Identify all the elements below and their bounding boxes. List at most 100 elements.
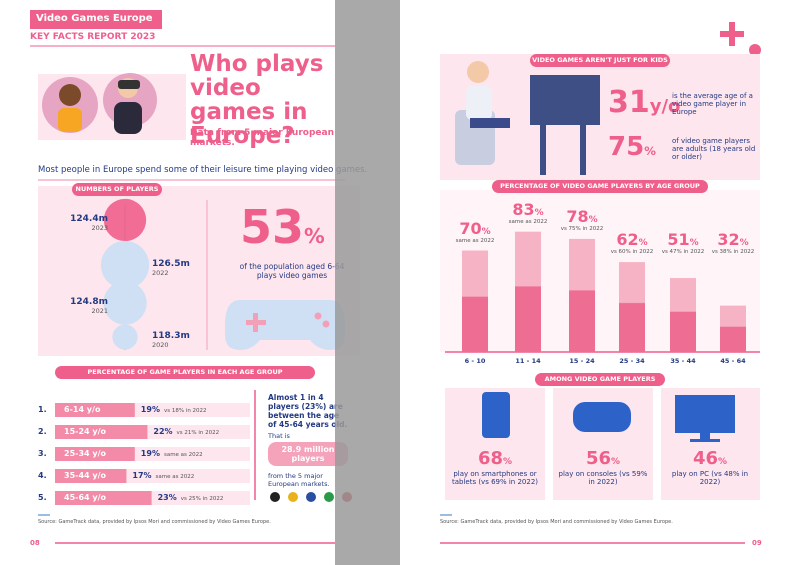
platform-value: 46% [670,448,750,469]
row-bar [55,425,148,439]
age-note: vs 47% in 2022 [661,249,705,255]
pc-stand [690,439,720,442]
age-unit: % [739,238,749,248]
platform-unit: % [718,457,728,467]
row-bar [55,403,135,417]
player-year: 2021 [91,307,108,315]
avatar-body [114,102,142,134]
page-number: 08 [30,539,40,547]
player-value: 126.5m [152,259,190,269]
age-note: same as 2022 [508,218,548,225]
age-note: vs 75% in 2022 [560,225,604,232]
age-unit: % [689,238,699,248]
row-index: 4. [38,471,47,480]
section-heading: VIDEO GAMES AREN'T JUST FOR KIDS [530,54,670,67]
platform-value: 56% [563,448,643,469]
age-bar [569,238,595,352]
age-unit: % [481,226,491,237]
age-number: 32 [717,230,740,249]
controller [225,300,345,350]
intro: Most people in Europe spend some of thei… [38,165,368,175]
platform-number: 56 [585,448,612,469]
row-value: 23% vs 25% in 2022 [158,493,224,502]
section-heading: NUMBERS OF PLAYERS [72,183,162,196]
player-year: 2023 [91,224,108,232]
gamer-body [466,86,492,120]
age-number: 62 [616,230,639,249]
callout-lead: That is [268,432,290,440]
row-unit: % [151,405,160,414]
monitor-stand [580,125,586,175]
age-bar [670,278,696,352]
age-label: 45 - 64 [720,357,746,365]
flag-de [270,492,280,502]
pc-stand [700,433,710,439]
row-label: 25-34 y/o [64,449,107,458]
row-note: vs 18% in 2022 [163,408,207,414]
row-label: 45-64 y/o [64,493,107,502]
row-note: vs 25% in 2022 [180,496,224,502]
adults-number: 75 [608,132,645,162]
platform-unit: % [503,457,513,467]
age-bar [515,231,541,352]
brand-tag [30,10,162,29]
platform-caption: play on smartphones or tablets (vs 69% i… [451,470,539,486]
phone-icon [482,392,510,438]
share-unit: % [304,224,325,248]
gamer-head [467,61,489,83]
callout-text: Almost 1 in 4 players (23%) are between … [268,393,348,429]
player-entry: 118.3m 2020 [152,331,220,349]
row-unit: % [164,427,173,436]
row-number: 22 [153,427,165,436]
age-label: 11 - 14 [515,357,541,365]
adults-unit: % [644,144,656,158]
dpad [253,313,258,332]
deco-plus [729,22,735,46]
player-entry: 124.4m 2023 [40,214,108,232]
gamer-illustration [455,61,600,175]
share-number: 53 [240,200,305,254]
age-label: 15 - 24 [569,357,595,365]
age-value: 78% [550,206,614,228]
row-bar [55,491,152,505]
age-unit: % [588,214,598,225]
age-label: 35 - 44 [670,357,696,365]
age-label: 25 - 34 [619,357,645,365]
pc-icon [675,395,735,433]
source: Source: GameTrack data, provided by Ipso… [38,519,271,525]
row-label: 6-14 y/o [64,405,101,414]
row-note: same as 2022 [155,474,195,480]
platform-number: 46 [692,448,719,469]
gamer-legs [470,118,510,128]
age-number: 78 [566,206,589,226]
row-index: 1. [38,405,47,414]
row-index: 5. [38,493,47,502]
button [322,320,330,328]
player-value: 118.3m [152,331,190,341]
avatar-head [59,84,81,106]
monitor [530,75,600,125]
age-note: vs 38% in 2022 [711,249,755,255]
player-circle [100,240,150,290]
avatar-body [58,108,82,132]
platform-value: 68% [455,448,535,469]
age-bar [619,262,645,352]
row-unit: % [143,471,152,480]
source: Source: GameTrack data, provided by Ipso… [440,519,673,525]
section-heading: PERCENTAGE OF GAME PLAYERS IN EACH AGE G… [55,366,315,379]
age-note: same as 2022 [455,237,495,244]
button [314,312,322,320]
adults-caption: of video game players are adults (18 yea… [672,137,756,161]
page-number: 09 [752,539,762,547]
controller-body [225,300,345,350]
brand: Video Games Europe [36,13,153,24]
player-entry: 126.5m 2022 [152,259,220,277]
platform-number: 68 [477,448,504,469]
row-bar [55,469,127,483]
player-circle [103,281,147,325]
title: Who plays video games in Europe? [190,51,324,149]
age-number: 70 [459,218,482,238]
age-number: 31 [608,85,650,120]
age-value: 51% [651,232,715,251]
